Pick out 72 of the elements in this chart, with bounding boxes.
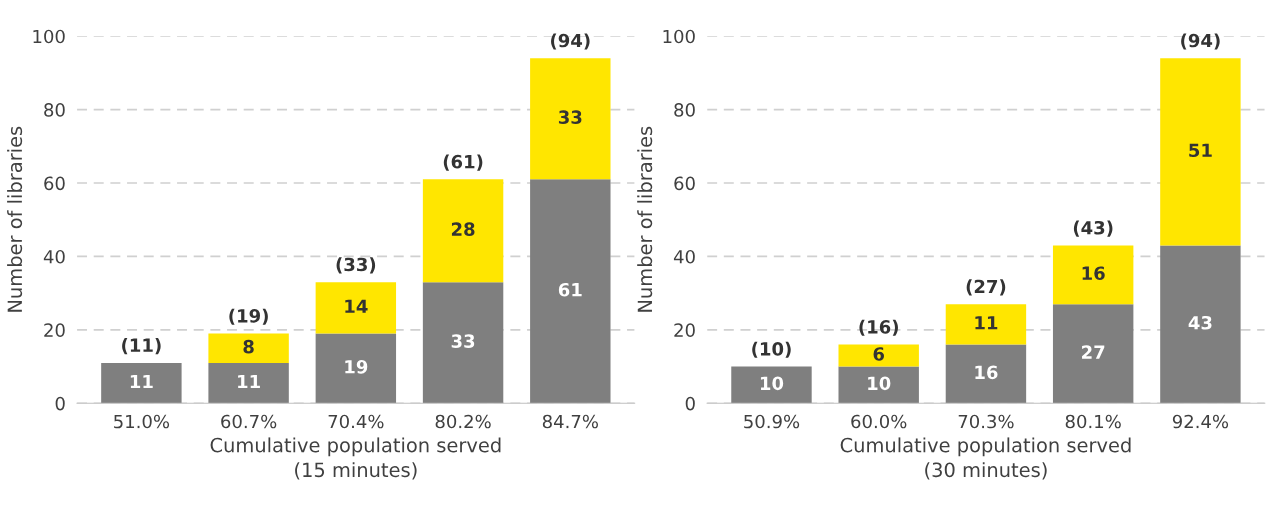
data-label: 11 (130, 374, 153, 389)
data-label: 61 (558, 282, 582, 297)
bar (422, 282, 504, 404)
x-tick-label: 50.9% (744, 414, 800, 429)
y-tick-label: 20 (674, 323, 695, 337)
data-label: 10 (760, 376, 784, 391)
y-tick-label: 60 (44, 176, 65, 191)
y-tick-label: 0 (55, 396, 65, 411)
total-label: (16) (859, 319, 898, 336)
total-label: (94) (1181, 33, 1220, 50)
data-label: 27 (1082, 345, 1105, 359)
bar (530, 58, 611, 180)
total-label: (43) (1073, 220, 1113, 237)
data-label: 8 (243, 339, 254, 354)
total-label: (10) (752, 341, 791, 358)
y-axis-title: Number of libraries (7, 126, 23, 312)
y-tick-label: 100 (663, 29, 695, 44)
data-label: 33 (451, 334, 475, 348)
y-tick-label: 20 (44, 323, 65, 337)
y-tick-label: 60 (674, 176, 695, 191)
bar (731, 366, 812, 404)
total-label: (19) (229, 308, 268, 325)
bar (838, 366, 919, 404)
data-label: 14 (345, 299, 368, 313)
data-label: 16 (975, 365, 998, 380)
data-label: 51 (1189, 143, 1212, 158)
data-label: 16 (1082, 266, 1105, 281)
bar (945, 304, 1027, 345)
y-tick-label: 40 (43, 249, 65, 264)
bar (530, 179, 611, 404)
x-axis-title: Cumulative population served (30 minutes) (840, 437, 1131, 480)
x-axis-title: Cumulative population served (15 minutes) (210, 437, 501, 480)
data-label: 28 (451, 222, 475, 236)
x-tick-label: 80.1% (1065, 414, 1121, 429)
bar (1160, 58, 1241, 246)
total-label: (94) (551, 33, 590, 50)
data-label: 11 (975, 316, 998, 330)
x-tick-label: 51.0% (114, 414, 170, 429)
bar (208, 333, 289, 363)
y-tick-label: 100 (33, 29, 65, 44)
y-tick-label: 0 (685, 396, 695, 411)
data-label: 6 (873, 347, 885, 361)
bar (315, 282, 397, 334)
y-tick-label: 80 (44, 103, 65, 117)
total-label: (33) (336, 257, 376, 274)
bar (422, 179, 504, 283)
total-label: (27) (966, 279, 1006, 296)
data-label: 43 (1188, 315, 1212, 330)
bar (1052, 304, 1134, 404)
y-tick-label: 80 (674, 103, 695, 117)
bar (838, 344, 919, 367)
x-tick-label: 92.4% (1172, 414, 1229, 429)
data-label: 33 (558, 110, 582, 125)
x-tick-label: 70.4% (328, 414, 384, 429)
data-label: 19 (345, 359, 368, 374)
total-label: (11) (122, 338, 161, 355)
x-tick-label: 80.2% (435, 414, 491, 429)
bar (208, 362, 289, 404)
bar (1160, 245, 1241, 404)
bar (945, 344, 1027, 404)
y-tick-label: 40 (673, 249, 695, 264)
x-tick-label: 84.7% (542, 414, 598, 429)
data-label: 11 (238, 374, 260, 389)
x-tick-label: 60.0% (851, 414, 907, 429)
bar (101, 362, 182, 404)
y-axis-title: Number of libraries (637, 126, 653, 312)
x-tick-label: 60.7% (221, 414, 277, 429)
data-label: 10 (868, 376, 891, 391)
total-label: (61) (443, 154, 483, 171)
x-tick-label: 70.3% (958, 414, 1014, 429)
bar (315, 333, 397, 404)
bar (1052, 245, 1134, 305)
